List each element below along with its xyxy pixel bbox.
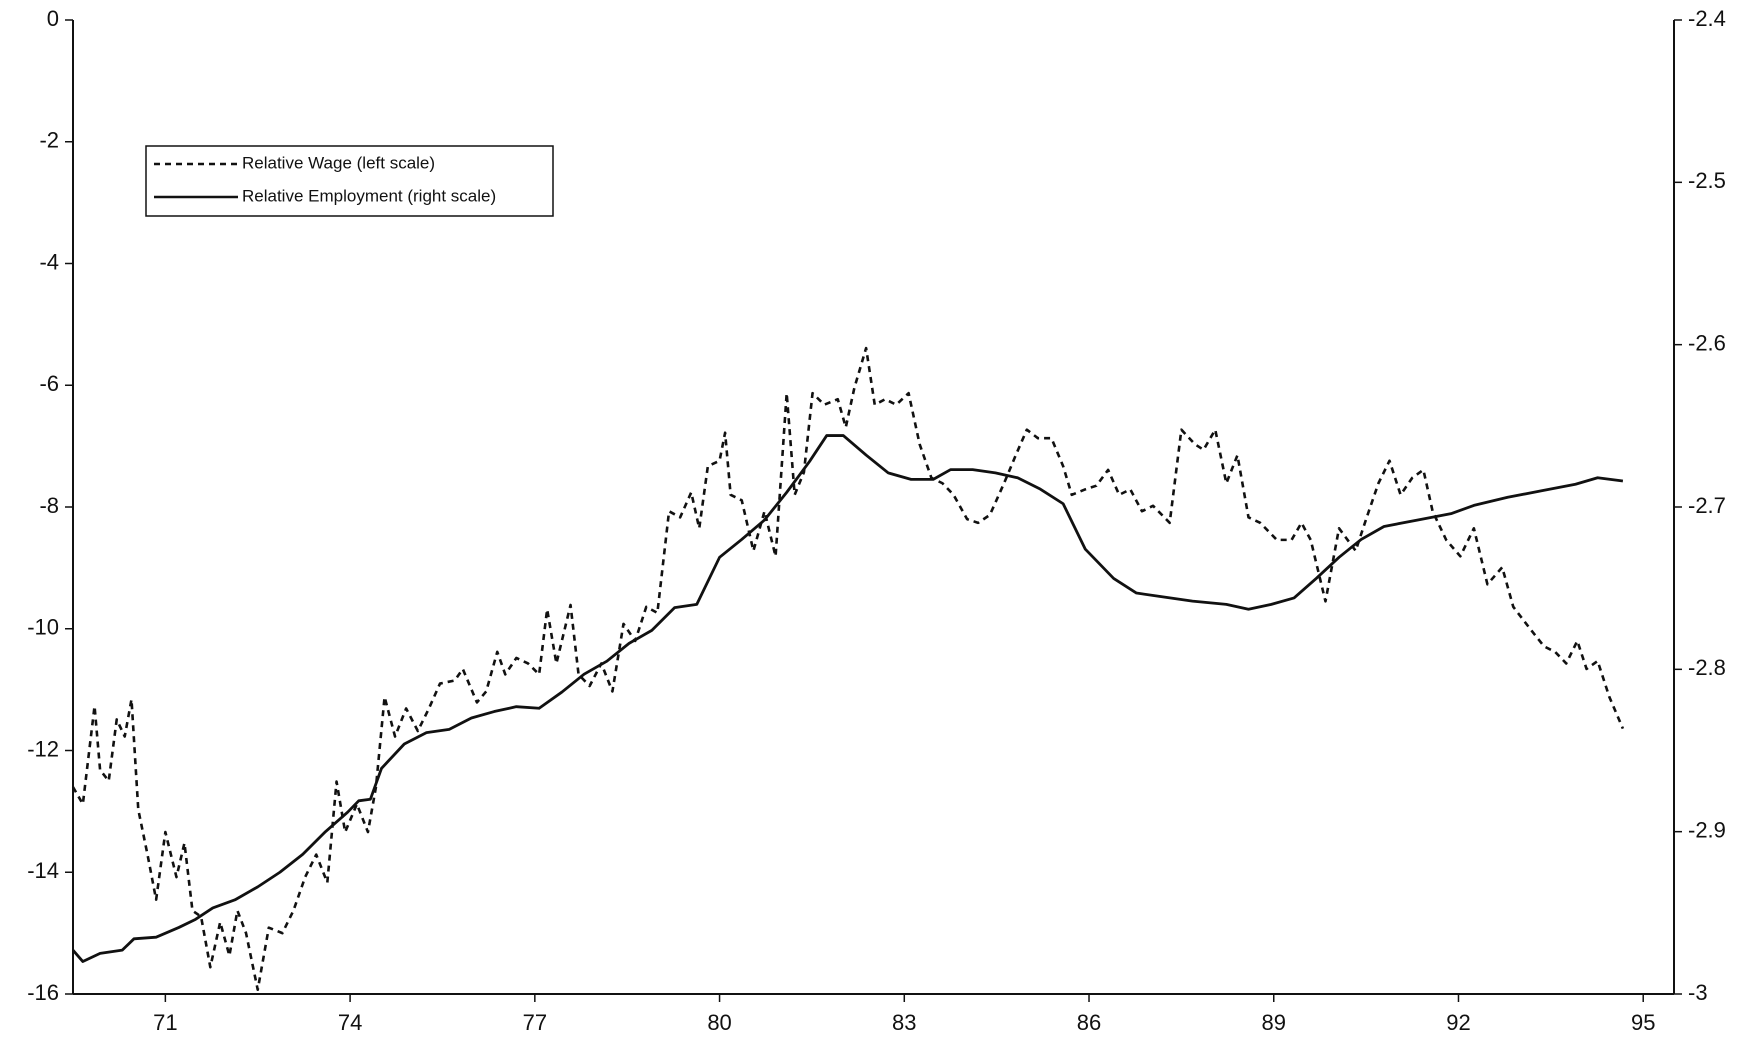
y2-tick-label: -2.9 — [1688, 817, 1726, 842]
series-line — [71, 346, 1625, 992]
y-tick-label: -16 — [27, 980, 59, 1005]
y-tick-label: -2 — [39, 128, 59, 153]
x-tick-label: 80 — [707, 1010, 731, 1035]
y-tick-label: -8 — [39, 493, 59, 518]
y2-tick-label: -3 — [1688, 980, 1708, 1005]
legend: Relative Wage (left scale) Relative Emplo… — [145, 145, 554, 217]
y2-tick-label: -2.7 — [1688, 493, 1726, 518]
y-tick-label: -12 — [27, 736, 59, 761]
x-tick-label: 95 — [1631, 1010, 1655, 1035]
x-tick-label: 71 — [153, 1010, 177, 1035]
x-tick-label: 77 — [523, 1010, 547, 1035]
y-tick-label: -14 — [27, 858, 59, 883]
y-tick-label: -10 — [27, 615, 59, 640]
y-tick-label: -6 — [39, 371, 59, 396]
y2-tick-label: -2.8 — [1688, 655, 1726, 680]
legend-label: Relative Wage (left scale) — [242, 153, 435, 172]
x-tick-label: 89 — [1262, 1010, 1286, 1035]
x-tick-label: 92 — [1446, 1010, 1470, 1035]
x-tick-label: 74 — [338, 1010, 362, 1035]
y-tick-label: -4 — [39, 249, 59, 274]
legend-label: Relative Employment (right scale) — [242, 186, 496, 205]
y2-tick-label: -2.6 — [1688, 330, 1726, 355]
x-tick-label: 86 — [1077, 1010, 1101, 1035]
series-line — [71, 434, 1624, 963]
y2-tick-label: -2.5 — [1688, 168, 1726, 193]
x-tick-label: 83 — [892, 1010, 916, 1035]
y-tick-label: 0 — [47, 6, 59, 31]
legend-box — [145, 145, 554, 217]
y2-tick-label: -2.4 — [1688, 6, 1726, 31]
